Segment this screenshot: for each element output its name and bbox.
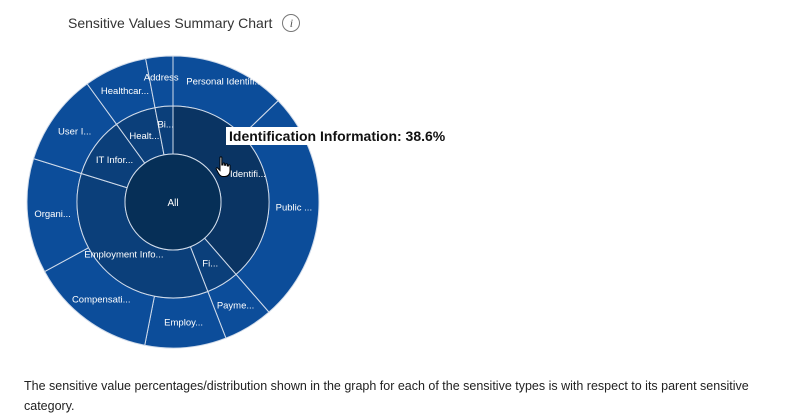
root-label: All — [167, 198, 178, 209]
chart-header: Sensitive Values Summary Chart i — [68, 14, 301, 32]
hand-pointer-icon — [215, 156, 231, 177]
chart-title: Sensitive Values Summary Chart — [68, 15, 273, 31]
info-icon[interactable]: i — [282, 14, 301, 32]
chart-footnote: The sensitive value percentages/distribu… — [24, 379, 749, 413]
chart-tooltip: Identification Information: 38.6% — [226, 127, 449, 145]
root-segment[interactable] — [124, 153, 222, 251]
